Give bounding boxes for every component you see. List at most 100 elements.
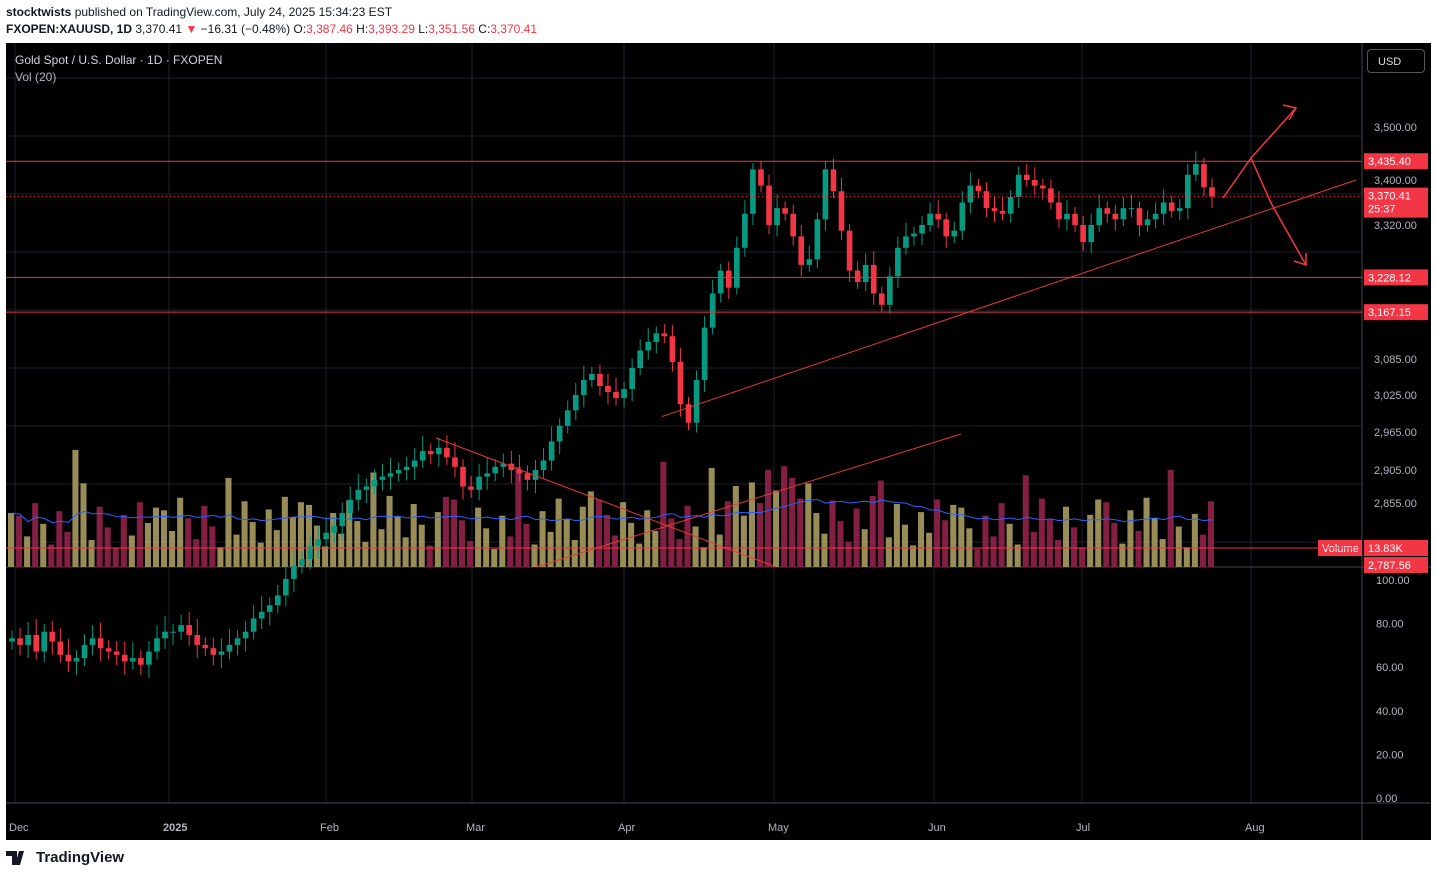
- volume-bar: [499, 515, 506, 567]
- volume-bar: [813, 513, 820, 567]
- chart-area[interactable]: 3,435.40 3,228.12 3,167.15 3,370.41 25:37 3,5…: [6, 43, 1431, 840]
- volume-bar: [765, 469, 772, 567]
- volume-bar: [603, 514, 610, 567]
- candle-body: [556, 425, 563, 442]
- indicator-tick-label: 0.00: [1376, 793, 1397, 805]
- volume-bar: [370, 472, 377, 567]
- volume-bar: [700, 547, 707, 567]
- indicator-tick-label: 20.00: [1376, 749, 1404, 761]
- candle-body: [814, 219, 821, 260]
- candle-body: [476, 476, 482, 490]
- candle-body: [363, 486, 370, 490]
- candle-body: [878, 293, 885, 305]
- candle-body: [1088, 225, 1094, 243]
- volume-bar: [394, 516, 401, 567]
- volume-bar: [942, 520, 949, 567]
- volume-bar: [128, 535, 135, 567]
- candle-body: [1072, 213, 1078, 225]
- volume-bar: [491, 549, 498, 567]
- candle-body: [347, 499, 354, 513]
- volume-bar: [418, 524, 425, 567]
- volume-bar: [467, 540, 474, 567]
- candle-body: [154, 638, 160, 652]
- volume-bar: [756, 503, 764, 567]
- candle-body: [436, 447, 442, 455]
- candle-body: [210, 648, 217, 655]
- volume-bar: [152, 507, 160, 567]
- volume-bar: [193, 539, 200, 567]
- candle-body: [717, 270, 724, 294]
- volume-bar: [56, 511, 63, 567]
- volume-bar: [169, 531, 176, 567]
- legend-volume: Vol (20): [15, 70, 57, 84]
- candle-body: [500, 463, 507, 467]
- volume-bar: [120, 514, 127, 567]
- volume-bar: [1087, 514, 1094, 567]
- candle-body: [758, 169, 764, 186]
- candle-body: [419, 451, 426, 461]
- candle-body: [1160, 202, 1167, 214]
- candle-body: [395, 470, 402, 474]
- currency-button[interactable]: USD: [1367, 49, 1425, 73]
- candle-body: [49, 631, 56, 642]
- candle-body: [589, 374, 595, 380]
- volume-bar: [338, 533, 345, 567]
- candle-body: [637, 350, 644, 368]
- candle-body: [806, 259, 813, 265]
- volume-bar: [708, 468, 715, 567]
- candle-body: [870, 264, 877, 294]
- volume-bar: [257, 542, 264, 567]
- level-tag: [1364, 304, 1428, 321]
- volume-bar: [1175, 526, 1182, 567]
- candle-body: [218, 651, 225, 655]
- volume-bar: [297, 502, 304, 567]
- candle-body: [17, 638, 23, 645]
- indicator-tick-label: 60.00: [1376, 662, 1404, 674]
- volume-bar: [636, 543, 643, 567]
- candle-body: [113, 651, 120, 655]
- high-label: H:: [356, 22, 369, 36]
- candle-body: [234, 638, 241, 645]
- volume-bar: [410, 504, 417, 567]
- volume-bar: [185, 518, 192, 567]
- volume-bar: [1079, 548, 1086, 567]
- candle-body: [89, 638, 96, 645]
- volume-bar: [201, 505, 208, 567]
- volume-bar: [901, 524, 908, 567]
- candle-body: [1136, 208, 1143, 225]
- volume-bar: [523, 523, 530, 567]
- candle-body: [97, 638, 104, 649]
- time-axis-label: Mar: [466, 822, 485, 834]
- volume-bar: [990, 536, 997, 567]
- price-tick-label: 3,025.00: [1374, 390, 1417, 402]
- change-arrow-icon: ▼: [185, 22, 198, 36]
- volume-bar: [539, 511, 546, 567]
- volume-bar: [177, 497, 184, 567]
- trend-line-support: [661, 179, 1357, 418]
- candle-body: [266, 605, 273, 612]
- volume-bar: [1135, 531, 1142, 567]
- volume-bar: [265, 509, 272, 567]
- candle-body: [967, 185, 974, 203]
- volume-bar: [934, 499, 941, 567]
- candle-body: [9, 638, 15, 642]
- price-tick-label: 2,965.00: [1374, 427, 1417, 439]
- level-tag: [1364, 269, 1428, 286]
- volume-bar: [724, 501, 731, 567]
- volume-bar: [918, 512, 925, 567]
- time-axis-label: Feb: [320, 822, 339, 834]
- volume-bar: [595, 499, 602, 567]
- volume-bar: [48, 544, 55, 567]
- candle-body: [460, 466, 466, 487]
- volume-bar: [909, 545, 917, 567]
- time-axis-label: 2025: [163, 822, 187, 834]
- volume-bar: [845, 541, 852, 567]
- candle-body: [975, 185, 982, 192]
- volume-bar: [620, 502, 627, 567]
- candle-body: [540, 460, 547, 470]
- volume-bar: [676, 539, 683, 567]
- volume-bar: [386, 495, 393, 567]
- volume-bar: [475, 507, 482, 567]
- candle-body: [709, 293, 716, 328]
